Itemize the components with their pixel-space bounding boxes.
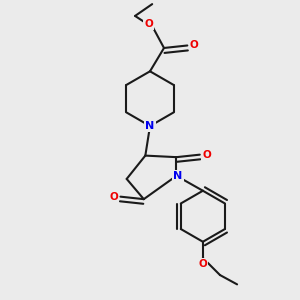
Text: N: N xyxy=(173,171,183,181)
Text: O: O xyxy=(109,192,118,202)
Text: O: O xyxy=(144,19,153,29)
Text: O: O xyxy=(190,40,199,50)
Text: O: O xyxy=(199,259,207,269)
Text: N: N xyxy=(146,121,154,131)
Text: O: O xyxy=(202,150,211,160)
